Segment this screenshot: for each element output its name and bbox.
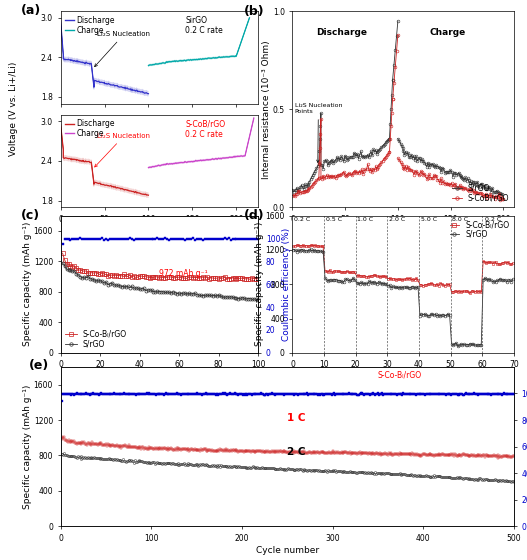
Legend: Discharge, Charge: Discharge, Charge [64, 15, 116, 35]
Y-axis label: Specific capacity (mAh g⁻¹): Specific capacity (mAh g⁻¹) [23, 384, 32, 509]
Text: Li₂S Nucleation: Li₂S Nucleation [95, 133, 151, 167]
Text: Charge: Charge [430, 28, 465, 37]
X-axis label: Depth of discharge (%): Depth of discharge (%) [107, 227, 212, 236]
Y-axis label: Internal resistance (10⁻³ Ohm): Internal resistance (10⁻³ Ohm) [262, 40, 271, 179]
Text: Voltage (V vs. Li+/Li): Voltage (V vs. Li+/Li) [8, 62, 18, 156]
Text: Li₂S Nucleation
Points: Li₂S Nucleation Points [295, 103, 342, 162]
Text: 8.0 C: 8.0 C [452, 217, 469, 222]
Legend: S-Co-Bₗ/rGO, S/rGO: S-Co-Bₗ/rGO, S/rGO [64, 329, 128, 349]
Text: Li₂S Nucleation: Li₂S Nucleation [95, 31, 151, 67]
Text: 2.0 C: 2.0 C [389, 217, 405, 222]
Legend: S/rGO, S-CoBₗ/rGO: S/rGO, S-CoBₗ/rGO [452, 183, 510, 203]
Text: S-CoB/rGO
0.2 C rate: S-CoB/rGO 0.2 C rate [185, 119, 225, 139]
Y-axis label: Specific capacity (mAh g⁻¹): Specific capacity (mAh g⁻¹) [255, 222, 264, 347]
Text: 1 C: 1 C [287, 413, 306, 423]
Text: (a): (a) [21, 4, 41, 17]
Text: (e): (e) [29, 359, 49, 372]
Text: Discharge: Discharge [316, 28, 367, 37]
X-axis label: Depth of discharge (%): Depth of discharge (%) [350, 227, 456, 236]
Y-axis label: Specific capacity (mAh g⁻¹): Specific capacity (mAh g⁻¹) [23, 222, 32, 347]
Text: (d): (d) [244, 209, 265, 222]
Text: 0.5 C: 0.5 C [326, 217, 342, 222]
Text: SirGO
0.2 C rate: SirGO 0.2 C rate [185, 16, 223, 35]
Legend: Discharge, Charge: Discharge, Charge [64, 119, 116, 139]
X-axis label: Cycle number: Cycle number [256, 546, 319, 555]
Legend: S-Co-Bₗ/rGO, S/rGO: S-Co-Bₗ/rGO, S/rGO [449, 220, 510, 240]
X-axis label: Cycle number: Cycle number [372, 372, 435, 381]
Text: 2 C: 2 C [287, 446, 306, 456]
X-axis label: Cycle number: Cycle number [128, 372, 191, 381]
Text: 0.2 C: 0.2 C [485, 217, 502, 222]
Text: 0.2 C: 0.2 C [294, 217, 310, 222]
Text: (c): (c) [21, 209, 40, 222]
Text: 5.0 C: 5.0 C [421, 217, 437, 222]
Text: 1.0 C: 1.0 C [357, 217, 374, 222]
Y-axis label: Coulombic efficiency (%): Coulombic efficiency (%) [282, 227, 291, 341]
Text: S-Co-Bₗ/rGO: S-Co-Bₗ/rGO [378, 371, 422, 380]
Text: 972 mAh g⁻¹: 972 mAh g⁻¹ [160, 269, 208, 278]
Text: (b): (b) [244, 6, 265, 18]
